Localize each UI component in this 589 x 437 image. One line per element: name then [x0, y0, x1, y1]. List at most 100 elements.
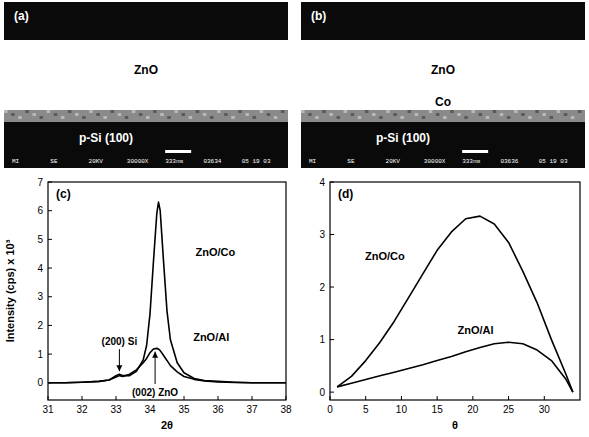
interface-texture [557, 110, 561, 113]
interface-texture [96, 113, 100, 116]
interface-texture [436, 113, 440, 116]
interface-texture [578, 110, 582, 113]
interface-texture [457, 113, 461, 116]
interface-texture [521, 113, 525, 116]
interface-texture [422, 116, 426, 119]
interface-texture [132, 110, 136, 113]
y-tick-label: 0 [37, 377, 43, 388]
interface-texture [174, 110, 178, 113]
panel-label: (b) [311, 9, 326, 23]
y-tick-label: 6 [37, 205, 43, 216]
series-label: ZnO/Al [193, 331, 229, 343]
interface-texture [47, 110, 51, 113]
series-line [337, 342, 573, 392]
interface-texture [507, 116, 511, 119]
interface-texture [54, 113, 58, 116]
interface-texture [32, 113, 36, 116]
label-patch [127, 386, 183, 399]
sem-image [301, 2, 585, 168]
y-tick-label: 2 [319, 282, 325, 293]
x-tick [508, 396, 509, 400]
interface-texture [217, 110, 221, 113]
interface-texture [210, 116, 214, 119]
y-axis-title: Intensity (cps) x 10³ [4, 239, 16, 342]
interface-texture [486, 116, 490, 119]
x-axis-title: 2θ [161, 419, 173, 431]
image-info: 333nm [462, 158, 480, 165]
y-tick [48, 268, 52, 269]
interface-texture [196, 110, 200, 113]
interface-texture [528, 116, 532, 119]
interface-texture [358, 116, 362, 119]
film-region [4, 40, 288, 110]
background [0, 0, 589, 437]
x-tick-label: 20 [467, 404, 479, 415]
layer-label: Co [435, 95, 451, 109]
x-tick [365, 396, 366, 400]
interface-texture [500, 113, 504, 116]
y-tick [48, 296, 52, 297]
y-tick [48, 182, 52, 183]
y-tick-label: 5 [37, 234, 43, 245]
y-tick [48, 210, 52, 211]
annotation: (002) ZnO [132, 387, 178, 398]
x-axis-title: θ [452, 419, 458, 431]
x-tick-label: 30 [539, 404, 551, 415]
interface-texture [103, 116, 107, 119]
interface-texture [571, 116, 575, 119]
interface-texture [379, 116, 383, 119]
y-tick [48, 325, 52, 326]
x-tick-label: 0 [327, 404, 333, 415]
image-info: 30000X [127, 158, 149, 165]
plot-frame [48, 182, 286, 400]
interface-texture [68, 110, 72, 113]
y-tick-label: 4 [319, 177, 325, 188]
interface-texture [400, 116, 404, 119]
interface-texture [429, 110, 433, 113]
y-tick [330, 339, 334, 340]
x-tick [286, 396, 287, 400]
chart: 05101520253001234θZnO/CoZnO/Al(d) [319, 177, 580, 432]
x-tick-label: 15 [432, 404, 444, 415]
interface-texture [464, 116, 468, 119]
image-info: MI [309, 158, 316, 165]
image-info: SE [347, 158, 355, 165]
series-line [48, 202, 286, 383]
interface-texture [224, 113, 228, 116]
image-info: 20KV [386, 158, 401, 165]
interface-band [4, 110, 288, 122]
annotation: (200) Si [102, 336, 138, 347]
interface-texture [514, 110, 518, 113]
y-tick [48, 354, 52, 355]
layer-label: p-Si (100) [376, 131, 430, 145]
image-info: 03634 [203, 158, 221, 165]
x-tick-label: 10 [396, 404, 408, 415]
interface-texture [61, 116, 65, 119]
film-region [301, 40, 585, 110]
interface-texture [308, 113, 312, 116]
x-tick-label: 25 [503, 404, 515, 415]
image-info: 03636 [500, 158, 518, 165]
layer-label: ZnO [431, 63, 455, 77]
x-tick [330, 396, 331, 400]
interface-texture [372, 113, 376, 116]
y-tick [330, 392, 334, 393]
interface-texture [351, 113, 355, 116]
sem-image [4, 2, 288, 168]
interface-texture [415, 113, 419, 116]
interface-texture [550, 116, 554, 119]
interface-texture [238, 110, 242, 113]
x-tick-label: 33 [110, 404, 122, 415]
interface-texture [146, 116, 150, 119]
layer-label: p-Si (100) [79, 131, 133, 145]
image-info: MI [12, 158, 19, 165]
y-tick-label: 3 [37, 291, 43, 302]
interface-texture [4, 110, 8, 113]
interface-texture [245, 113, 249, 116]
x-tick [48, 396, 49, 400]
interface-texture [267, 113, 271, 116]
interface-texture [337, 116, 341, 119]
x-tick [401, 396, 402, 400]
interface-texture [153, 110, 157, 113]
interface-texture [493, 110, 497, 113]
